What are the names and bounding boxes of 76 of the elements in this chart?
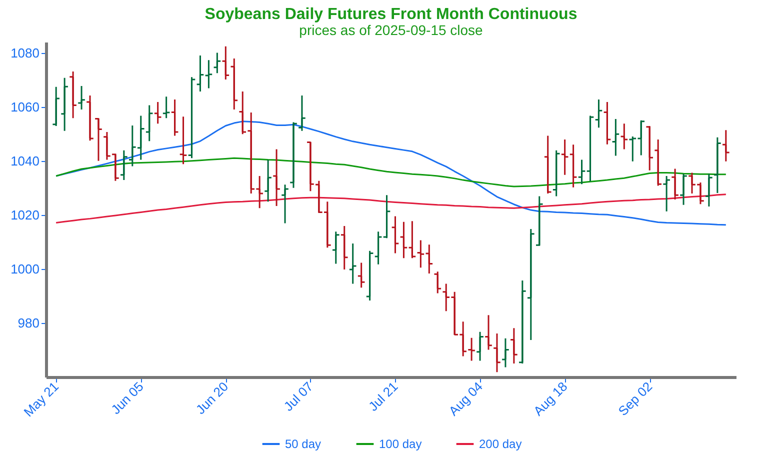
candlestick: [722, 129, 730, 162]
candlestick: [612, 118, 620, 156]
candlestick: [222, 46, 230, 80]
candlestick: [272, 148, 281, 207]
x-tick-label: Jul 07: [280, 378, 316, 414]
candlestick: [340, 225, 349, 270]
candlestick: [425, 244, 434, 274]
candlestick: [374, 230, 382, 266]
candlestick: [501, 338, 510, 368]
candlestick: [476, 331, 484, 362]
candlestick: [552, 150, 560, 198]
candlestick: [620, 122, 628, 150]
candlestick: [86, 94, 94, 142]
candlestick: [670, 168, 680, 200]
candlestick: [120, 150, 128, 181]
candlestick: [679, 173, 688, 206]
candlestick: [68, 70, 78, 119]
candlestick: [578, 159, 586, 185]
candlestick: [366, 250, 374, 302]
candlestick: [145, 104, 154, 142]
candlestick: [357, 262, 366, 288]
y-tick-label: 980: [18, 315, 40, 330]
candlestick: [433, 270, 442, 294]
candlestick: [662, 175, 671, 212]
chart-subtitle: prices as of 2025-09-15 close: [299, 22, 484, 38]
candlestick: [60, 77, 69, 132]
x-tick-label: Aug 04: [446, 378, 486, 419]
candlestick: [154, 101, 162, 124]
x-tick-label: May 21: [20, 378, 62, 420]
candlestick: [179, 116, 188, 165]
line-series: [55, 157, 727, 188]
x-tick-label: Sep 02: [615, 378, 656, 419]
candlestick: [102, 131, 112, 161]
chart-title: Soybeans Daily Futures Front Month Continuous: [204, 6, 578, 23]
candlestick: [348, 242, 357, 285]
candlestick: [298, 94, 306, 132]
candlestick: [492, 332, 502, 373]
candlestick: [264, 159, 272, 202]
candlestick: [52, 86, 60, 127]
candlestick: [213, 52, 222, 74]
candlestick: [196, 54, 204, 92]
x-tick-label: Jul 21: [366, 378, 401, 414]
candlestick: [170, 98, 179, 136]
candlestick: [400, 221, 408, 259]
candlestick: [560, 138, 569, 176]
legend-label: 100 day: [379, 437, 422, 451]
candlestick: [594, 98, 603, 128]
candlestick: [230, 58, 238, 110]
candlestick: [204, 59, 213, 89]
legend-label: 50 day: [285, 437, 322, 451]
candlestick: [280, 184, 290, 224]
x-tick-label: Jun 20: [192, 378, 232, 418]
legend-label: 200 day: [479, 437, 522, 451]
candlestick: [391, 216, 400, 254]
y-tick-label: 1080: [10, 45, 40, 60]
y-tick-label: 1000: [10, 261, 40, 276]
candlestick: [510, 327, 518, 364]
x-tick-label: Jun 05: [108, 378, 146, 418]
candlestick: [484, 314, 493, 350]
candlestick: [467, 337, 476, 362]
candlestick: [603, 101, 612, 146]
x-tick-label: Aug 18: [530, 378, 570, 419]
candlestick: [332, 230, 340, 265]
candlestick: [416, 240, 425, 268]
candlestick: [526, 228, 536, 341]
candlestick: [544, 134, 552, 194]
candlestick: [162, 96, 170, 119]
y-tick-label: 1040: [10, 153, 40, 168]
y-tick-label: 1060: [10, 99, 40, 114]
y-tick-label: 1020: [10, 207, 40, 222]
candlestick: [569, 144, 578, 188]
candlestick: [704, 173, 714, 208]
candlestick: [77, 85, 86, 110]
candlestick: [713, 136, 722, 194]
candlestick: [408, 220, 416, 259]
candlestick: [289, 121, 298, 189]
